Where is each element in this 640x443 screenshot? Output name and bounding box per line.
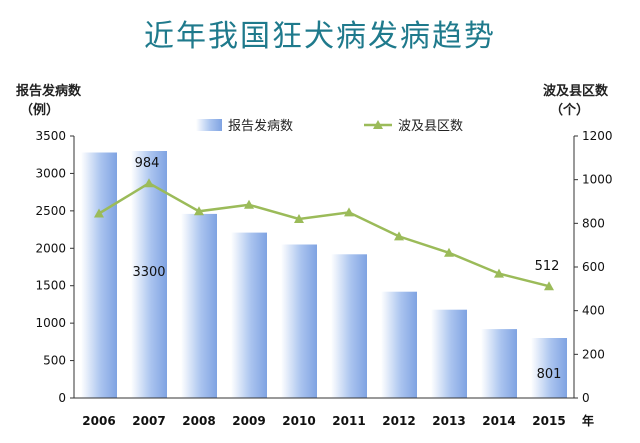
bar-series — [81, 151, 567, 398]
left-tick-500: 500 — [43, 354, 66, 368]
x-tick-2012: 2012 — [382, 414, 415, 428]
data-label-line-2007: 984 — [135, 156, 160, 171]
right-tick-0: 0 — [582, 391, 590, 405]
line-point-2007 — [144, 178, 154, 188]
left-tick-2000: 2000 — [35, 241, 66, 255]
x-tick-2013: 2013 — [432, 414, 465, 428]
bar-2006 — [81, 152, 117, 398]
line-point-2012 — [394, 231, 404, 241]
line-point-2013 — [444, 247, 454, 257]
x-tick-2015: 2015 — [532, 414, 565, 428]
right-axis-title-line1: 波及县区数 — [543, 83, 609, 99]
line-point-2006 — [94, 208, 104, 218]
right-tick-800: 800 — [582, 216, 605, 230]
x-tick-2008: 2008 — [182, 414, 215, 428]
line-series-path — [98, 181, 550, 288]
right-tick-400: 400 — [582, 304, 605, 318]
x-tick-2010: 2010 — [282, 414, 315, 428]
left-tick-1500: 1500 — [35, 279, 66, 293]
chart-title: 近年我国狂犬病发病趋势 — [144, 19, 496, 54]
right-tick-1200: 1200 — [582, 129, 613, 143]
right-tick-600: 600 — [582, 260, 605, 274]
x-tick-2009: 2009 — [232, 414, 265, 428]
x-tick-2014: 2014 — [482, 414, 515, 428]
line-point-2011 — [344, 207, 354, 217]
data-label-line-2015: 512 — [535, 259, 560, 274]
right-tick-200: 200 — [582, 347, 605, 361]
line-point-2008 — [194, 206, 204, 216]
left-axis-title-line1: 报告发病数 — [16, 83, 82, 99]
bar-2009 — [231, 232, 267, 398]
left-tick-2500: 2500 — [35, 204, 66, 218]
x-tick-2007: 2007 — [132, 414, 165, 428]
bar-2010 — [281, 244, 317, 398]
bar-2013 — [431, 309, 467, 398]
x-tick-2011: 2011 — [332, 414, 365, 428]
data-labels: 984 3300 512 801 — [132, 156, 561, 382]
x-axis-unit: 年 — [582, 413, 594, 428]
right-tick-1000: 1000 — [582, 173, 613, 187]
legend-swatch-bars — [196, 119, 222, 131]
legend-label-line: 波及县区数 — [398, 119, 463, 134]
left-axis-title-line2: （例） — [20, 102, 59, 118]
bar-2011 — [331, 254, 367, 398]
left-tick-0: 0 — [58, 391, 66, 405]
legend: 报告发病数 波及县区数 — [196, 118, 463, 134]
line-point-2010 — [294, 214, 304, 223]
bar-2008 — [181, 213, 217, 398]
axes: 0 500 1000 1500 2000 2500 3000 3500 0 200 400 600 80… — [35, 129, 612, 428]
left-tick-3000: 3000 — [35, 166, 66, 180]
line-point-2015 — [544, 281, 554, 291]
line-point-2014 — [494, 268, 504, 278]
right-axis-title-line2: （个） — [550, 102, 589, 118]
x-tick-2006: 2006 — [82, 414, 115, 428]
legend-marker-triangle — [373, 120, 383, 129]
left-tick-3500: 3500 — [35, 129, 66, 143]
left-tick-1000: 1000 — [35, 316, 66, 330]
line-series-group — [94, 178, 554, 291]
bar-2015 — [531, 338, 567, 398]
bar-2007 — [131, 151, 167, 398]
data-label-bar-2007: 3300 — [132, 265, 165, 280]
bar-2014 — [481, 329, 517, 398]
line-point-2009 — [244, 199, 254, 209]
bar-2012 — [381, 291, 417, 398]
legend-label-bars: 报告发病数 — [228, 118, 293, 134]
data-label-bar-2015: 801 — [537, 367, 562, 382]
